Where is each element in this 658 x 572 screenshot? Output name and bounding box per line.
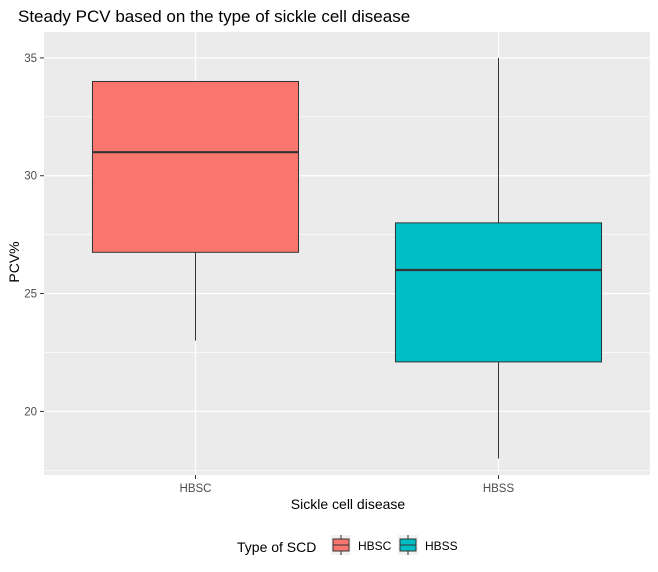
box-body bbox=[394, 222, 603, 363]
y-tick-label: 25 bbox=[24, 289, 37, 301]
legend-items: HBSC HBSS bbox=[331, 535, 458, 555]
boxes bbox=[91, 57, 603, 459]
box-hbsc bbox=[91, 80, 300, 341]
legend-label: HBSS bbox=[425, 539, 458, 553]
y-tick-label: 30 bbox=[24, 171, 37, 183]
y-tick-label: 35 bbox=[24, 53, 37, 65]
x-tick-label: HBSC bbox=[180, 483, 212, 495]
y-axis-title: PCV% bbox=[6, 241, 22, 282]
legend-item-hbss: HBSS bbox=[398, 535, 458, 555]
legend-item-hbsc: HBSC bbox=[331, 535, 392, 555]
legend-label: HBSC bbox=[358, 539, 392, 553]
box-body bbox=[91, 80, 300, 253]
y-axis: 20 25 30 35 bbox=[24, 53, 44, 418]
x-axis: HBSC HBSS bbox=[180, 475, 515, 495]
x-tick-label: HBSS bbox=[483, 483, 515, 495]
chart-title: Steady PCV based on the type of sickle c… bbox=[18, 7, 410, 26]
legend-title: Type of SCD bbox=[237, 539, 316, 555]
y-tick-label: 20 bbox=[24, 406, 37, 418]
box-hbss bbox=[394, 57, 603, 459]
x-axis-title: Sickle cell disease bbox=[291, 496, 406, 512]
legend: Type of SCD HBSC HBSS bbox=[237, 535, 458, 555]
